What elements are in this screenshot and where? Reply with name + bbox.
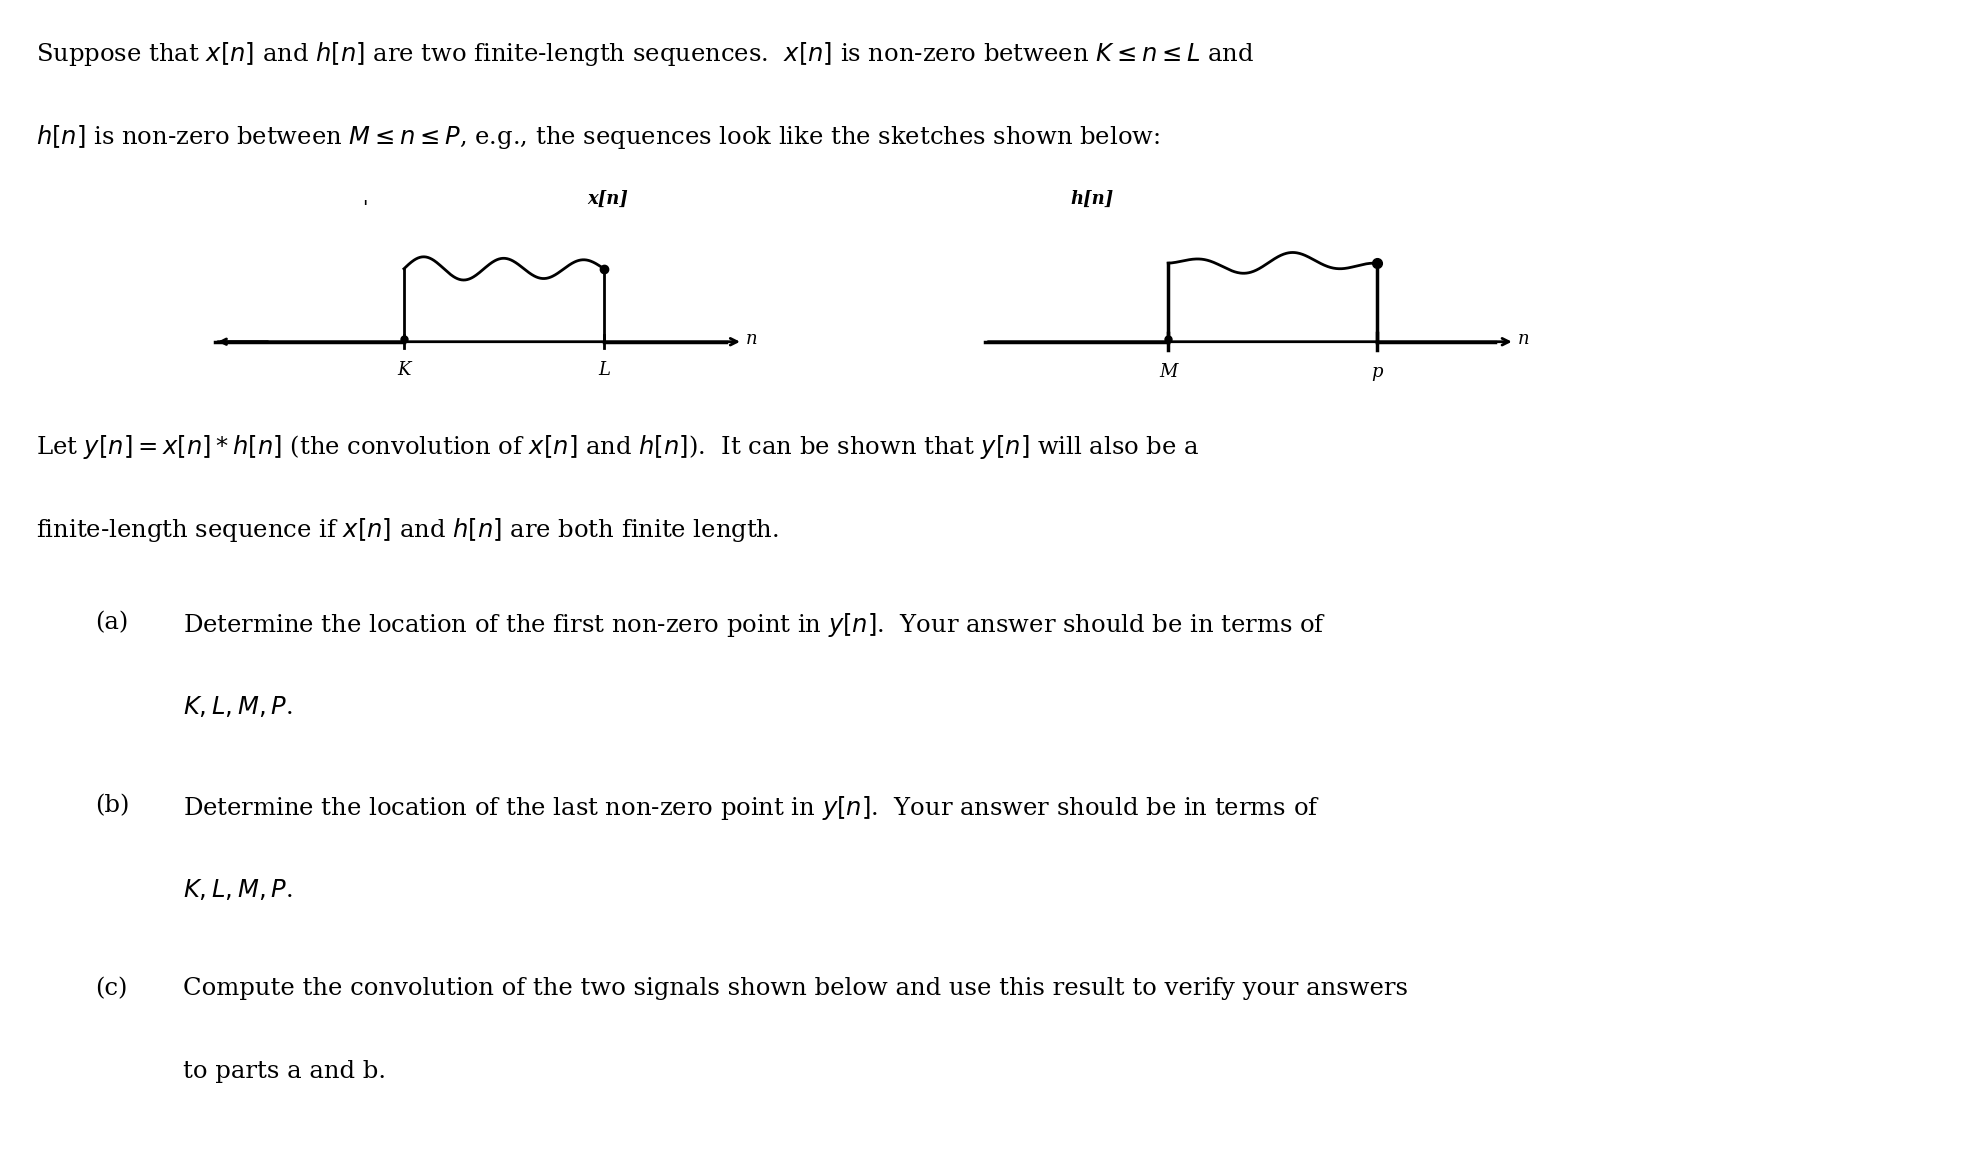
- Text: L: L: [597, 361, 609, 380]
- Text: Suppose that $x[n]$ and $h[n]$ are two finite-length sequences.  $x[n]$ is non-z: Suppose that $x[n]$ and $h[n]$ are two f…: [36, 40, 1254, 68]
- Text: h[n]: h[n]: [1069, 190, 1113, 208]
- Text: $h[n]$ is non-zero between $M \leq n \leq P$, e.g., the sequences look like the : $h[n]$ is non-zero between $M \leq n \le…: [36, 123, 1161, 151]
- Text: K: K: [397, 361, 411, 380]
- Text: p: p: [1371, 364, 1383, 381]
- Text: n: n: [1518, 330, 1530, 347]
- Text: Compute the convolution of the two signals shown below and use this result to ve: Compute the convolution of the two signa…: [183, 977, 1407, 1001]
- Text: Let $y[n] = x[n] * h[n]$ (the convolution of $x[n]$ and $h[n]$).  It can be show: Let $y[n] = x[n] * h[n]$ (the convolutio…: [36, 433, 1198, 460]
- Text: Determine the location of the first non-zero point in $y[n]$.  Your answer shoul: Determine the location of the first non-…: [183, 612, 1325, 639]
- Text: (c): (c): [95, 977, 127, 1001]
- Text: (b): (b): [95, 794, 129, 817]
- Text: (a): (a): [95, 612, 129, 635]
- Text: to parts a and b.: to parts a and b.: [183, 1061, 385, 1084]
- Text: $K, L, M, P$.: $K, L, M, P$.: [183, 695, 292, 719]
- Text: $K, L, M, P$.: $K, L, M, P$.: [183, 877, 292, 902]
- Text: finite-length sequence if $x[n]$ and $h[n]$ are both finite length.: finite-length sequence if $x[n]$ and $h[…: [36, 516, 778, 544]
- Text: M: M: [1159, 364, 1177, 381]
- Text: x[n]: x[n]: [587, 190, 629, 208]
- Text: n: n: [746, 330, 758, 347]
- Text: Determine the location of the last non-zero point in $y[n]$.  Your answer should: Determine the location of the last non-z…: [183, 794, 1319, 822]
- Text: ': ': [363, 198, 367, 218]
